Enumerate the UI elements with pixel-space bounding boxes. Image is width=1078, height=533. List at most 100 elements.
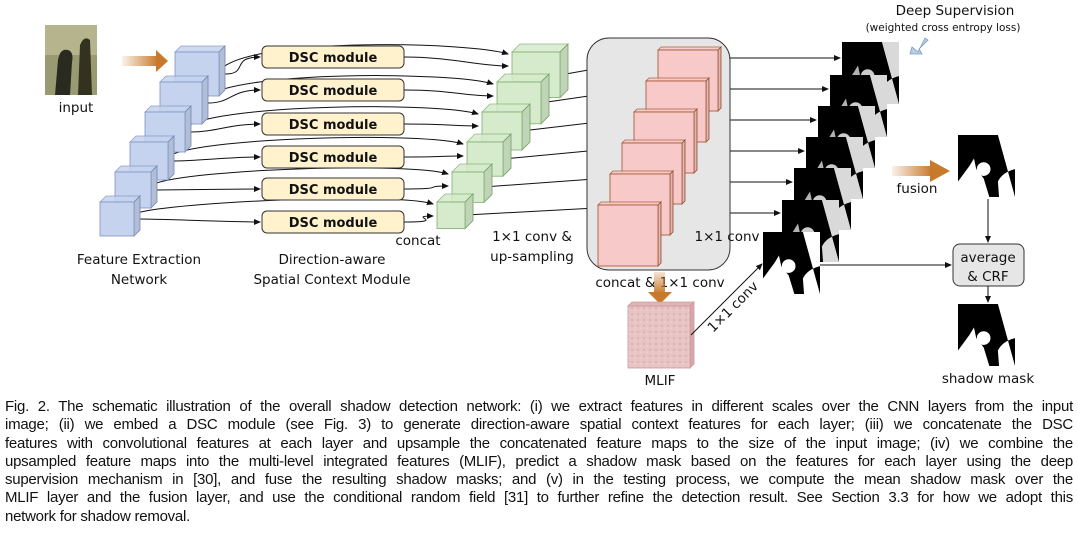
- figure-caption: Fig. 2. The schematic illustration of th…: [5, 398, 1073, 526]
- input-arrow: [122, 56, 158, 66]
- side-output-mask: [763, 232, 820, 294]
- feature-to-concat-arrow: [221, 44, 509, 69]
- concat-conv-block-side: [669, 170, 674, 236]
- dsc-module: DSC module: [261, 112, 405, 136]
- feature-to-dsc-arrow: [207, 87, 261, 104]
- concat-label: concat: [395, 233, 440, 249]
- concat-block-side: [502, 133, 512, 178]
- feature-to-dsc-arrow: [224, 54, 261, 75]
- feature-to-dsc-arrow: [156, 186, 261, 193]
- input-arrow-head: [156, 50, 168, 72]
- concat-conv-block-top: [597, 201, 662, 206]
- feature-block-side: [218, 45, 226, 97]
- feature-to-concat-arrow: [204, 75, 494, 98]
- caption-line: supervision mechanism in [30], and fuse …: [5, 471, 1073, 489]
- mask-figure: [976, 162, 991, 176]
- dsc-to-concat-arrow: [403, 122, 479, 129]
- feature-to-concat-arrow: [187, 106, 479, 127]
- mask-figure: [781, 259, 796, 273]
- fused-mask-image: [958, 135, 1015, 197]
- dsc-to-concat-arrow: [403, 89, 494, 99]
- concat-block-side: [559, 43, 569, 99]
- feature-to-concat-arrow: [170, 136, 464, 156]
- dsc-module-box: [261, 210, 405, 234]
- mask-figure: [976, 331, 991, 345]
- dsc-module-box: [261, 177, 405, 201]
- upsampling-label-1: 1×1 conv &: [492, 229, 572, 245]
- dsc-module-label: DSC module: [289, 51, 378, 66]
- dsc-to-concat-arrow: [403, 183, 449, 190]
- concat-conv-block-side: [693, 108, 698, 174]
- feature-extraction-label-1: Feature Extraction: [77, 252, 201, 268]
- dsc-module-label: DSC module: [289, 84, 378, 99]
- feature-block: [99, 195, 141, 237]
- feature-block-side: [167, 135, 175, 181]
- dsc-module: DSC module: [261, 177, 405, 201]
- mask-foreground: [958, 327, 990, 366]
- deep-supervision-label: Deep Supervision: [896, 3, 1015, 19]
- fusion-label: fusion: [897, 181, 938, 197]
- concat-conv-block: [597, 201, 662, 267]
- dsc-module-label-1: Direction-aware: [278, 252, 385, 268]
- caption-line: upsampled feature maps into the multi-le…: [5, 452, 1073, 470]
- feature-block-side: [184, 105, 192, 153]
- dsc-module-label: DSC module: [289, 216, 378, 231]
- concat-block-top: [511, 43, 569, 53]
- feature-to-dsc-arrow: [139, 218, 261, 225]
- final-mask-image: [958, 304, 1015, 366]
- feature-block-top: [174, 45, 226, 53]
- feature-extraction-label-2: Network: [111, 272, 168, 288]
- concat-conv-block-top: [657, 46, 722, 51]
- dsc-module-label: DSC module: [289, 183, 378, 198]
- dsc-to-concat-arrow: [403, 213, 434, 223]
- crf-label: & CRF: [967, 269, 1008, 285]
- dsc-module: DSC module: [261, 78, 405, 102]
- shadow-mask-label: shadow mask: [942, 371, 1034, 387]
- dsc-module-box: [261, 78, 405, 102]
- concat-block-top: [496, 73, 550, 83]
- mlif-block: [627, 301, 695, 369]
- fusion-arrow: [892, 166, 932, 176]
- mlif-label: MLIF: [645, 373, 676, 389]
- concat-conv-block-side: [705, 77, 710, 143]
- concat-conv-block-side: [717, 46, 722, 112]
- concat-block-side: [540, 73, 550, 125]
- dsc-module-box: [261, 145, 405, 169]
- feature-to-dsc-arrow: [173, 154, 261, 162]
- dsc-module: DSC module: [261, 145, 405, 169]
- feature-to-concat-arrow: [153, 167, 449, 185]
- output-shadow-mask: [958, 304, 1015, 366]
- upsample-arrow: [472, 205, 597, 216]
- feature-block-top: [144, 105, 192, 113]
- concat-block-front: [436, 201, 466, 230]
- input-label: input: [59, 100, 94, 116]
- dsc-module-label: DSC module: [289, 151, 378, 166]
- concat-block-side: [521, 103, 531, 151]
- dsc-module: DSC module: [261, 210, 405, 234]
- concat-conv-block-side: [657, 201, 662, 267]
- mask-background: [821, 200, 839, 262]
- network-diagram: DSC module DSC module DSC module DSC module…: [45, 3, 1034, 389]
- dsc-to-concat-arrow: [403, 56, 509, 69]
- dsc-module-box: [261, 45, 405, 69]
- mask-foreground: [763, 255, 795, 294]
- upsampling-label-2: up-sampling: [490, 249, 574, 265]
- caption-line: network for shadow removal.: [5, 507, 190, 525]
- mlif-to-mask-arrow: [690, 263, 763, 336]
- feature-to-dsc-arrow: [190, 121, 261, 133]
- dsc-to-concat-arrow: [403, 153, 464, 160]
- caption-line: Fig. 2. The schematic illustration of th…: [5, 398, 1073, 415]
- mlif-arrow: [654, 272, 665, 294]
- dsc-module-label-2: Spatial Context Module: [253, 272, 410, 288]
- feature-block-front: [99, 201, 135, 237]
- feature-block-top: [129, 135, 175, 143]
- input-image: [45, 25, 97, 95]
- concat-block: [436, 193, 474, 230]
- feature-block-top: [159, 75, 209, 83]
- loss-label: (weighted cross entropy loss): [866, 22, 1021, 34]
- mask-foreground: [958, 158, 990, 197]
- feature-block-side: [133, 195, 141, 237]
- mask-background: [997, 304, 1015, 366]
- fusion-arrow-head: [930, 160, 950, 182]
- concat-conv-block-top: [633, 108, 698, 113]
